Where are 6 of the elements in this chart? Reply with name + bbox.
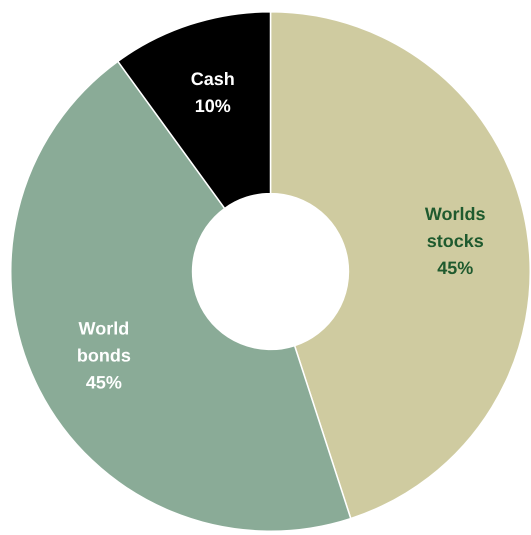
slice-label: Cash (190, 69, 235, 90)
slice-label: Worlds stocks (424, 204, 486, 252)
data-label: 10% (194, 96, 231, 116)
data-label: 45% (437, 258, 474, 278)
slice-label: World bonds (76, 318, 131, 366)
data-label: 45% (86, 372, 122, 392)
